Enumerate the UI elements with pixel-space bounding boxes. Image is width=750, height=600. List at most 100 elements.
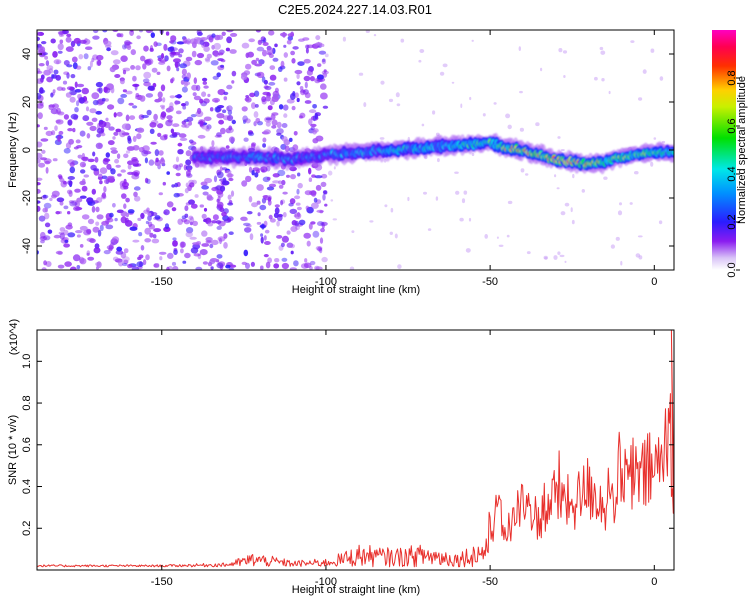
noise-blob — [650, 161, 654, 167]
noise-blob — [257, 39, 263, 45]
noise-blob — [262, 143, 266, 148]
noise-blob — [116, 153, 121, 159]
noise-blob — [157, 123, 164, 129]
noise-blob — [186, 116, 194, 122]
noise-blob — [297, 61, 305, 66]
noise-blob — [388, 98, 394, 103]
noise-blob — [136, 133, 142, 140]
noise-blob — [57, 31, 65, 35]
noise-blob — [630, 40, 635, 43]
noise-blob — [333, 166, 336, 170]
noise-blob — [201, 185, 210, 190]
noise-blob — [52, 158, 58, 162]
noise-blob — [115, 250, 124, 255]
noise-blob — [67, 211, 71, 215]
noise-blob — [85, 106, 90, 112]
noise-blob — [637, 235, 643, 238]
noise-blob — [101, 192, 106, 199]
noise-blob — [127, 263, 133, 269]
noise-blob — [303, 75, 311, 82]
noise-blob — [45, 130, 53, 137]
noise-blob — [309, 260, 316, 266]
x-tick-label: 0 — [651, 576, 657, 588]
noise-blob — [120, 93, 128, 98]
noise-blob — [293, 260, 299, 267]
noise-blob — [96, 214, 104, 220]
noise-blob — [59, 227, 66, 232]
noise-blob — [50, 92, 54, 98]
noise-blob — [245, 52, 250, 59]
noise-blob — [91, 117, 98, 123]
noise-blob — [174, 100, 181, 105]
noise-blob — [459, 217, 464, 222]
noise-blob — [190, 114, 197, 118]
noise-blob — [384, 204, 388, 208]
noise-blob — [226, 170, 232, 174]
noise-blob — [520, 168, 525, 173]
noise-blob — [117, 173, 122, 177]
colorbar-tick-label: 0.0 — [726, 262, 738, 277]
noise-blob — [92, 151, 96, 157]
noise-blob — [293, 131, 298, 136]
noise-blob — [287, 35, 293, 41]
noise-blob — [203, 116, 212, 122]
noise-blob — [47, 229, 53, 234]
noise-blob — [55, 74, 61, 81]
noise-blob — [220, 64, 225, 68]
noise-blob — [507, 200, 513, 205]
noise-blob — [143, 81, 151, 87]
noise-blob — [258, 59, 265, 65]
noise-blob — [162, 181, 166, 186]
noise-blob — [227, 216, 234, 222]
noise-blob — [202, 77, 208, 82]
noise-blob — [281, 257, 288, 262]
noise-blob — [37, 182, 41, 186]
noise-blob — [193, 253, 201, 257]
noise-blob — [225, 47, 230, 52]
noise-blob — [211, 33, 216, 38]
noise-blob — [72, 254, 81, 262]
noise-blob — [266, 176, 271, 181]
noise-blob — [379, 137, 385, 140]
noise-blob — [102, 30, 108, 33]
noise-blob — [131, 157, 138, 162]
noise-blob — [148, 159, 155, 166]
noise-blob — [58, 130, 64, 135]
noise-blob — [320, 83, 327, 90]
noise-blob — [119, 130, 126, 138]
noise-blob — [70, 40, 76, 48]
noise-blob — [181, 68, 187, 76]
noise-blob — [81, 185, 88, 192]
noise-blob — [432, 110, 436, 115]
noise-blob — [69, 201, 78, 207]
noise-blob — [216, 204, 224, 210]
noise-blob — [103, 86, 108, 93]
noise-blob — [206, 124, 212, 130]
noise-blob — [53, 234, 61, 239]
y-tick-label: 0.6 — [21, 437, 33, 452]
noise-blob — [260, 167, 264, 171]
noise-blob — [178, 133, 187, 138]
noise-blob — [51, 190, 60, 197]
noise-blob — [185, 182, 189, 188]
noise-blob — [291, 105, 296, 111]
noise-blob — [116, 246, 123, 252]
noise-blob — [442, 63, 448, 68]
noise-blob — [308, 109, 317, 114]
noise-blob — [86, 133, 91, 139]
noise-blob — [37, 200, 41, 204]
noise-blob — [564, 260, 567, 263]
noise-blob — [91, 188, 97, 195]
noise-blob — [321, 58, 327, 65]
noise-blob — [37, 152, 43, 159]
noise-blob — [96, 59, 102, 66]
noise-blob — [264, 85, 272, 91]
noise-blob — [83, 53, 89, 60]
noise-blob — [181, 103, 186, 107]
noise-blob — [132, 75, 137, 82]
noise-blob — [131, 266, 139, 270]
noise-blob — [134, 83, 138, 91]
noise-blob — [95, 110, 102, 115]
noise-blob — [165, 119, 173, 127]
noise-blob — [139, 30, 143, 33]
